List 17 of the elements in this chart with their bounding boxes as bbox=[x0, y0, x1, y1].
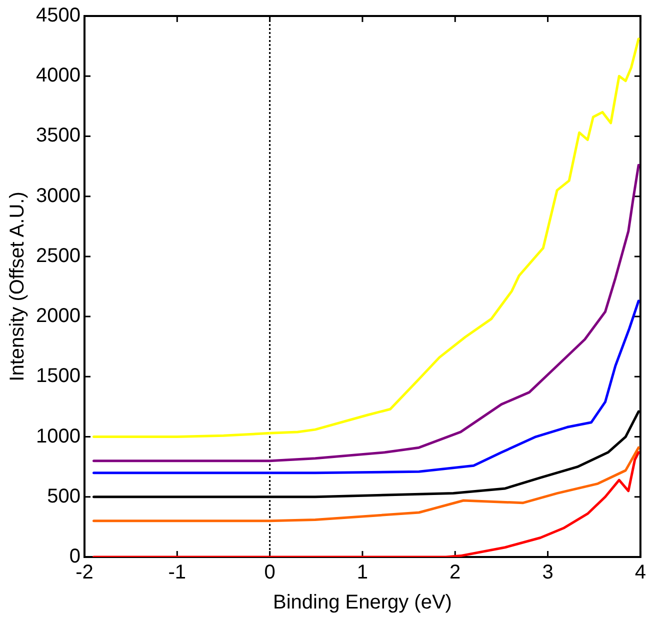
x-axis-title: Binding Energy (eV) bbox=[272, 592, 452, 614]
y-tick-label: 1000 bbox=[36, 425, 80, 448]
y-axis-title: Intensity (Offset A.U.) bbox=[6, 192, 29, 382]
x-tick-label: 2 bbox=[450, 562, 461, 584]
x-tick-label: -1 bbox=[168, 562, 186, 584]
y-tick-label: 2000 bbox=[36, 305, 80, 328]
x-tick-label: 3 bbox=[542, 562, 554, 584]
y-tick-label: 500 bbox=[47, 485, 80, 508]
y-tick-label: 1500 bbox=[36, 365, 80, 388]
x-tick-label: 4 bbox=[634, 562, 646, 584]
x-tick-label: 1 bbox=[356, 562, 368, 584]
x-tick-label: 0 bbox=[264, 562, 276, 584]
y-tick-label: 3000 bbox=[36, 184, 80, 207]
y-tick-label: 4000 bbox=[36, 64, 80, 87]
y-tick-label: 4500 bbox=[36, 4, 80, 27]
y-tick-label: 3500 bbox=[36, 124, 80, 147]
y-tick-label: 2500 bbox=[36, 244, 80, 267]
